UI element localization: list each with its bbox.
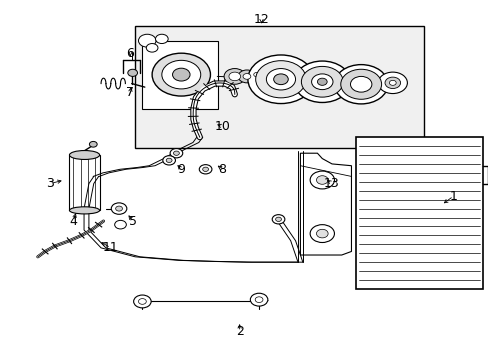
Circle shape — [173, 151, 179, 156]
Circle shape — [133, 295, 151, 308]
Circle shape — [146, 44, 158, 52]
Circle shape — [266, 68, 295, 90]
Circle shape — [309, 171, 334, 189]
Bar — [142, 41, 217, 109]
Circle shape — [238, 70, 255, 83]
Circle shape — [250, 293, 267, 306]
Text: 4: 4 — [69, 215, 77, 228]
Polygon shape — [300, 153, 351, 255]
Circle shape — [384, 77, 400, 89]
Text: 2: 2 — [235, 325, 243, 338]
Text: 8: 8 — [218, 163, 226, 176]
Circle shape — [166, 158, 172, 162]
Circle shape — [111, 203, 126, 214]
Circle shape — [170, 149, 183, 158]
Circle shape — [388, 80, 395, 85]
Ellipse shape — [69, 150, 100, 159]
Circle shape — [115, 220, 126, 229]
Circle shape — [162, 60, 201, 89]
Circle shape — [350, 76, 371, 92]
Circle shape — [163, 156, 175, 165]
Bar — [356, 137, 482, 289]
Circle shape — [273, 74, 287, 85]
Circle shape — [247, 55, 313, 104]
Circle shape — [301, 66, 343, 97]
Circle shape — [275, 217, 281, 221]
Circle shape — [255, 297, 263, 302]
Circle shape — [138, 34, 156, 47]
Text: 6: 6 — [126, 47, 134, 60]
Circle shape — [155, 34, 168, 44]
Circle shape — [272, 215, 285, 224]
Circle shape — [334, 64, 387, 104]
Circle shape — [293, 61, 350, 103]
Text: 11: 11 — [102, 241, 119, 255]
Circle shape — [228, 72, 240, 81]
Circle shape — [316, 229, 327, 238]
Text: 13: 13 — [324, 177, 339, 190]
Circle shape — [172, 68, 190, 81]
Circle shape — [311, 74, 332, 90]
Text: 1: 1 — [449, 190, 457, 203]
Ellipse shape — [69, 207, 100, 214]
Circle shape — [202, 167, 208, 171]
Text: 5: 5 — [128, 215, 136, 228]
Circle shape — [243, 73, 250, 79]
Text: 12: 12 — [253, 13, 269, 26]
Circle shape — [249, 69, 264, 80]
Text: 9: 9 — [177, 163, 185, 176]
Circle shape — [199, 165, 211, 174]
Text: 10: 10 — [214, 120, 230, 133]
Bar — [135, 26, 424, 148]
Circle shape — [116, 206, 122, 211]
Circle shape — [316, 176, 327, 184]
Circle shape — [127, 69, 137, 76]
Text: 3: 3 — [46, 177, 54, 190]
Circle shape — [340, 69, 381, 99]
Circle shape — [309, 225, 334, 243]
Circle shape — [377, 72, 407, 94]
Bar — [69, 155, 100, 210]
Circle shape — [253, 72, 259, 77]
Text: 7: 7 — [126, 86, 134, 99]
Circle shape — [224, 68, 245, 84]
Circle shape — [255, 61, 305, 98]
Circle shape — [152, 53, 210, 96]
Circle shape — [138, 298, 146, 304]
Circle shape — [317, 78, 326, 85]
Circle shape — [89, 141, 97, 147]
